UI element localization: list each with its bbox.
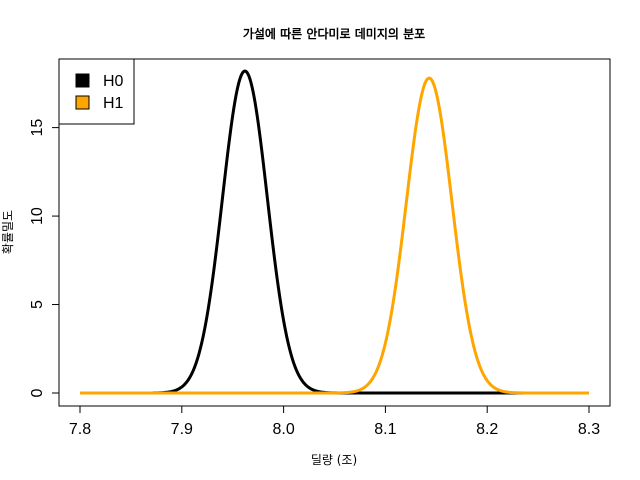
plot-frame bbox=[58, 58, 611, 407]
x-tick-label: 8.2 bbox=[476, 421, 498, 438]
legend-swatch bbox=[75, 95, 90, 110]
x-axis: 7.8 7.9 8.0 8.1 8.2 8.3 bbox=[69, 405, 600, 438]
series-line-h0 bbox=[79, 69, 590, 395]
x-axis-label: 딜량 (조) bbox=[311, 453, 357, 467]
x-tick-label: 8.0 bbox=[272, 421, 294, 438]
chart-title: 가설에 따른 안다미로 데미지의 분포 bbox=[243, 26, 425, 41]
x-tick-label: 8.1 bbox=[374, 421, 396, 438]
y-axis: 0 5 10 15 bbox=[29, 119, 60, 397]
y-tick-label: 5 bbox=[29, 300, 46, 309]
y-axis-label: 확률밀도 bbox=[1, 210, 15, 254]
y-tick-label: 0 bbox=[29, 388, 46, 397]
plot-area bbox=[79, 69, 590, 395]
x-tick-label: 7.9 bbox=[171, 421, 193, 438]
legend-label: H0 bbox=[103, 73, 124, 90]
y-tick-label: 15 bbox=[29, 119, 46, 137]
legend-label: H1 bbox=[103, 95, 124, 112]
x-tick-label: 7.8 bbox=[69, 421, 91, 438]
series-line-h1 bbox=[79, 76, 590, 395]
legend-box bbox=[58, 58, 135, 125]
x-tick-label: 8.3 bbox=[578, 421, 600, 438]
y-tick-label: 10 bbox=[29, 207, 46, 225]
legend-swatch bbox=[75, 73, 90, 88]
